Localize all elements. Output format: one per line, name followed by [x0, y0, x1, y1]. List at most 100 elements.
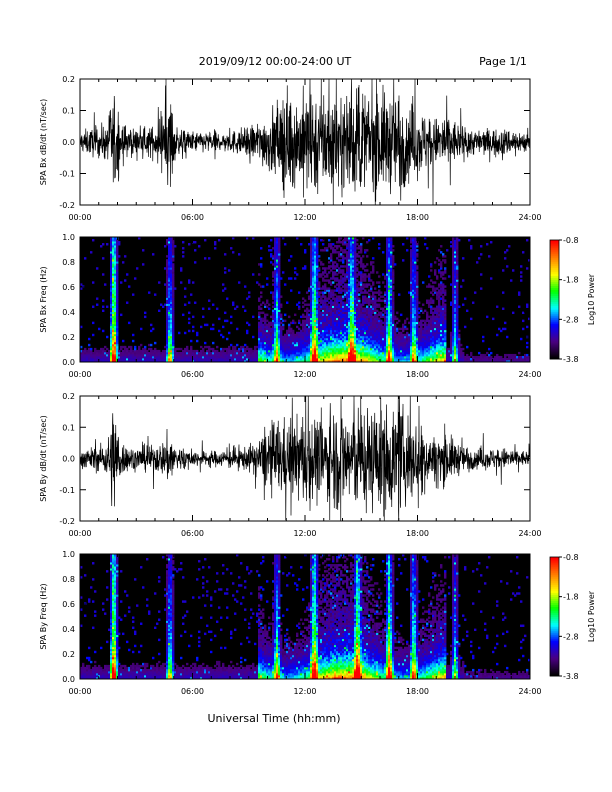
spectrogram-cell [422, 355, 425, 359]
spectrogram-cell [440, 271, 443, 274]
spectrogram-cell [452, 355, 455, 359]
spectrogram-cell [388, 261, 391, 264]
spectrogram-cell [392, 359, 395, 363]
spectrogram-cell [318, 355, 321, 359]
spectrogram-cell [132, 357, 135, 361]
spectrogram-cell [258, 349, 261, 353]
spectrogram-cell [114, 333, 117, 337]
spectrogram-cell [158, 281, 161, 284]
spectrogram-cell [414, 279, 417, 282]
spectrogram-cell [166, 357, 169, 361]
spectrogram-cell [352, 321, 355, 325]
spectrogram-cell [286, 351, 289, 355]
spectrogram-cell [384, 301, 387, 304]
spectrogram-cell [150, 329, 153, 333]
spectrogram-cell [356, 273, 359, 276]
spectrogram-cell [452, 281, 455, 284]
spectrogram-cell [304, 323, 307, 327]
spectrogram-cell [274, 349, 277, 353]
spectrogram-cell [448, 275, 451, 278]
spectrogram-cell [348, 325, 351, 329]
spectrogram-cell [108, 349, 111, 353]
spectrogram-cell [274, 247, 277, 250]
spectrogram-cell [340, 351, 343, 355]
spectrogram-cell [164, 245, 167, 248]
spectrogram-cell [328, 239, 331, 242]
spectrogram-cell [266, 319, 269, 323]
spectrogram-cell [422, 319, 425, 323]
spectrogram-cell [330, 321, 333, 325]
spectrogram-cell [380, 347, 383, 351]
spectrogram-cell [412, 309, 415, 312]
spectrogram-cell [166, 351, 169, 355]
spectrogram-cell [398, 327, 401, 331]
spectrogram-cell [336, 299, 339, 302]
spectrogram-cell [196, 351, 199, 355]
spectrogram-cell [312, 335, 315, 339]
spectrogram-cell [410, 251, 413, 254]
spectrogram-cell [116, 273, 119, 276]
spectrogram-cell [322, 355, 325, 359]
spectrogram-cell [158, 309, 161, 312]
spectrogram-cell [422, 311, 425, 315]
spectrogram-cell [122, 353, 125, 357]
spectrogram-cell [350, 253, 353, 256]
spectrogram-cell [452, 261, 455, 264]
spectrogram-cell [352, 285, 355, 288]
spectrogram-cell [260, 345, 263, 349]
spectrogram-cell [320, 325, 323, 329]
spectrogram-cell [208, 355, 211, 359]
spectrogram-cell [86, 351, 89, 355]
spectrogram-cell [348, 345, 351, 349]
spectrogram-cell [436, 287, 439, 290]
spectrogram-cell [354, 287, 357, 290]
spectrogram-cell [300, 341, 303, 345]
spectrogram-cell [318, 331, 321, 335]
spectrogram-cell [384, 299, 387, 302]
spectrogram-cell [258, 263, 261, 266]
spectrogram-cell [276, 339, 279, 343]
spectrogram-cell [100, 353, 103, 357]
spectrogram-cell [356, 295, 359, 298]
spectrogram-cell [404, 349, 407, 353]
spectrogram-cell [442, 325, 445, 329]
spectrogram-cell [424, 335, 427, 339]
spectrogram-cell [338, 245, 341, 248]
spectrogram-cell [426, 327, 429, 331]
spectrogram-cell [186, 347, 189, 351]
spectrogram-cell [198, 359, 201, 363]
spectrogram-cell [388, 341, 391, 345]
spectrogram-cell [348, 283, 351, 286]
spectrogram-cell [342, 273, 345, 276]
spectrogram-cell [232, 345, 235, 349]
spectrogram-cell [382, 251, 385, 254]
spectrogram-cell [330, 347, 333, 351]
spectrogram-cell [152, 253, 155, 256]
spectrogram-cell [354, 325, 357, 329]
spectrogram-cell [404, 357, 407, 361]
spectrogram-cell [328, 327, 331, 331]
spectrogram-cell [112, 241, 115, 244]
spectrogram-cell [166, 349, 169, 353]
spectrogram-cell [452, 351, 455, 355]
spectrogram-cell [416, 293, 419, 296]
spectrogram-cell [150, 353, 153, 357]
spectrogram-cell [148, 347, 151, 351]
spectrogram-cell [410, 335, 413, 339]
spectrogram-cell [276, 327, 279, 331]
spectrogram-cell [84, 349, 87, 353]
spectrogram-cell [386, 265, 389, 268]
spectrogram-cell [334, 279, 337, 282]
spectrogram-cell [172, 353, 175, 357]
spectrogram-cell [350, 339, 353, 343]
spectrogram-cell [440, 309, 443, 312]
spectrogram-cell [94, 353, 97, 357]
spectrogram-cell [282, 337, 285, 341]
spectrogram-cell [258, 311, 261, 315]
spectrogram-cell [278, 331, 281, 335]
spectrogram-cell [382, 329, 385, 333]
spectrogram-cell [272, 263, 275, 266]
spectrogram-cell [372, 307, 375, 310]
spectrogram-cell [114, 351, 117, 355]
spectrogram-cell [434, 329, 437, 333]
